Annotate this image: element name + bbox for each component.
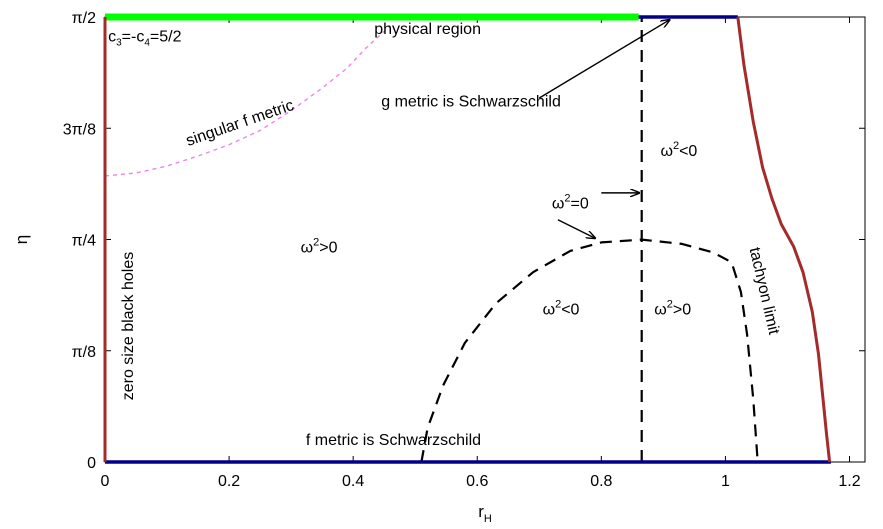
series-omega-zero-curve xyxy=(420,238,759,463)
x-axis-title-sub: H xyxy=(484,513,492,525)
couplings-part: c xyxy=(108,28,116,45)
annotation-tachyon: tachyon limit xyxy=(746,246,783,337)
x-axis-title: rH xyxy=(478,502,492,525)
couplings-part: =-c xyxy=(122,28,145,45)
couplings-part: 4 xyxy=(144,37,150,48)
annotation-singular-f: singular f metric xyxy=(184,97,296,150)
plot-frame xyxy=(104,16,866,463)
omega-symbol: ω xyxy=(654,302,667,319)
couplings-part: =5/2 xyxy=(150,28,182,45)
annotation-g-metric: g metric is Schwarzschild xyxy=(381,93,561,110)
x-tick-label: 0 xyxy=(101,473,110,490)
plot-border xyxy=(104,16,866,463)
label-omega-lt0-upper: ω2<0 xyxy=(660,140,697,160)
label-omega-lt0-lower: ω2<0 xyxy=(543,299,580,319)
x-tick-label: 0.2 xyxy=(218,473,240,490)
arrow-layer xyxy=(538,20,669,238)
annotation-physical-region: physical region xyxy=(374,21,481,38)
omega-symbol: ω xyxy=(543,302,556,319)
series-tachyon-limit xyxy=(736,16,832,463)
omega-symbol: ω xyxy=(301,239,314,256)
omega-relation: <0 xyxy=(679,143,697,160)
omega-relation: <0 xyxy=(561,302,579,319)
omega-symbol: ω xyxy=(660,143,673,160)
x-tick-label: 0.8 xyxy=(590,473,612,490)
annotation-couplings: c3=-c4=5/2 xyxy=(108,28,181,48)
omega-relation: >0 xyxy=(673,302,691,319)
omega-relation: =0 xyxy=(570,195,588,212)
label-layer: physical region c3=-c4=5/2 g metric is Sch… xyxy=(108,21,782,449)
annotation-f-metric: f metric is Schwarzschild xyxy=(306,432,481,449)
x-tick-label: 1.2 xyxy=(838,473,860,490)
annotation-zero-size: zero size black holes xyxy=(120,252,137,401)
series-layer xyxy=(103,13,832,464)
arrow-omega-eq0-curve xyxy=(557,219,595,238)
y-tick-label: π/2 xyxy=(72,10,96,27)
omega-squared: 2 xyxy=(555,299,561,311)
label-omega-gt0-right: ω2>0 xyxy=(654,299,691,319)
arrow-g-metric xyxy=(538,20,669,99)
omega-squared: 2 xyxy=(313,236,319,248)
omega-squared: 2 xyxy=(564,192,570,204)
omega-relation: >0 xyxy=(319,239,337,256)
y-tick-label: π/8 xyxy=(72,344,96,361)
axis-titles: rH η xyxy=(12,235,492,525)
x-tick-label: 1 xyxy=(721,473,730,490)
omega-symbol: ω xyxy=(552,195,565,212)
couplings-part: 3 xyxy=(116,37,122,48)
x-tick-label: 0.6 xyxy=(466,473,488,490)
omega-squared: 2 xyxy=(673,140,679,152)
x-tick-label: 0.4 xyxy=(342,473,364,490)
y-tick-label: 3π/8 xyxy=(63,121,96,138)
y-tick-label: 0 xyxy=(87,455,96,472)
omega-squared: 2 xyxy=(667,299,673,311)
y-axis-title: η xyxy=(12,235,31,244)
x-axis-title-main: r xyxy=(478,502,484,521)
label-omega-eq0: ω2=0 xyxy=(552,192,589,212)
series-singular-f-metric xyxy=(104,25,391,177)
label-omega-gt0-left: ω2>0 xyxy=(301,236,338,256)
axis-ticks: 0 0.2 0.4 0.6 0.8 1 1.2 0 π/8 π/4 3π/8 π/2 xyxy=(63,10,865,490)
y-tick-label: π/4 xyxy=(72,233,96,250)
